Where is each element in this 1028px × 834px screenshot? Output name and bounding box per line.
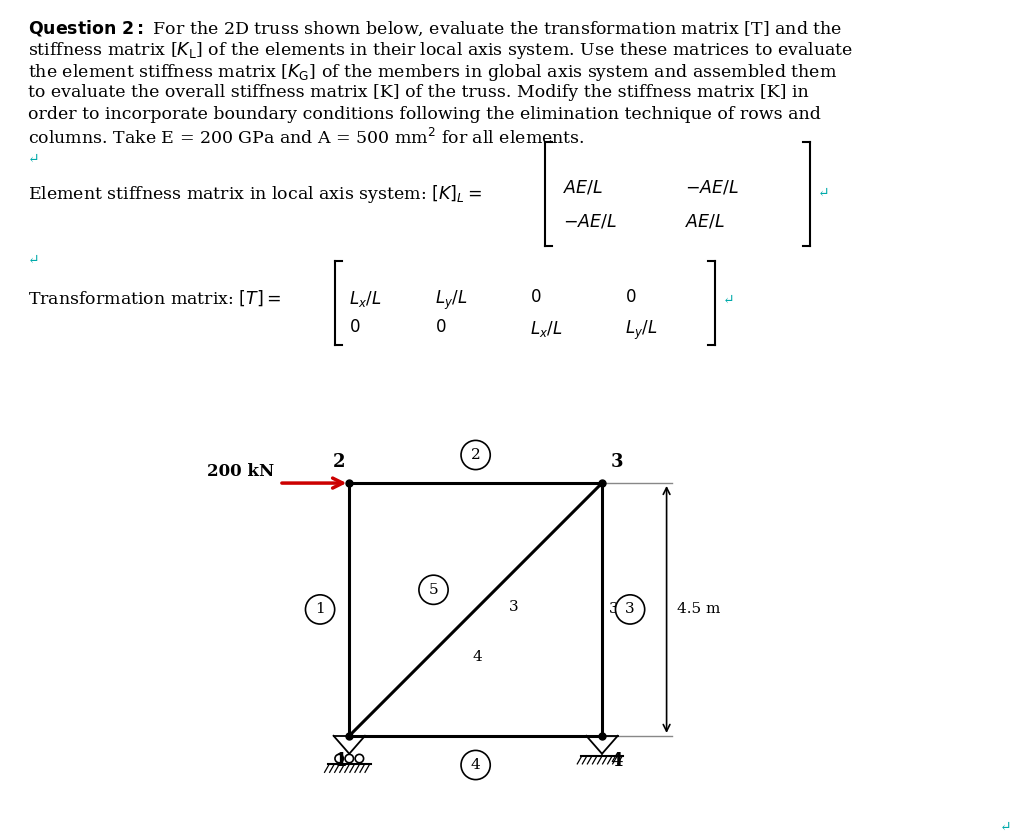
Text: 2: 2 (333, 453, 345, 470)
Text: 3: 3 (509, 600, 519, 614)
Circle shape (355, 754, 364, 763)
Text: $0$: $0$ (348, 319, 361, 335)
Text: ↵: ↵ (723, 293, 735, 307)
Text: 5: 5 (429, 583, 438, 597)
Text: Element stiffness matrix in local axis system: $[K]_L =$: Element stiffness matrix in local axis s… (28, 183, 482, 205)
Text: $AE/L$: $AE/L$ (685, 212, 726, 230)
Text: ↵: ↵ (818, 186, 830, 200)
Text: 1: 1 (316, 602, 325, 616)
Text: ↵: ↵ (1000, 820, 1012, 834)
Text: $\mathbf{Question\ 2:}$ For the 2D truss shown below, evaluate the transformatio: $\mathbf{Question\ 2:}$ For the 2D truss… (28, 18, 842, 38)
Text: ↵: ↵ (28, 253, 40, 267)
Text: 4: 4 (473, 651, 482, 664)
Text: 200 kN: 200 kN (208, 464, 274, 480)
Circle shape (461, 440, 490, 470)
Text: 4: 4 (611, 751, 623, 770)
Circle shape (461, 751, 490, 780)
Circle shape (305, 595, 335, 624)
Text: order to incorporate boundary conditions following the elimination technique of : order to incorporate boundary conditions… (28, 106, 821, 123)
Circle shape (616, 595, 645, 624)
Text: $- AE/L$: $- AE/L$ (685, 178, 739, 196)
Text: $L_y/L$: $L_y/L$ (625, 319, 658, 342)
Text: $L_x/L$: $L_x/L$ (348, 289, 381, 309)
Circle shape (419, 575, 448, 605)
Text: $- AE/L$: $- AE/L$ (563, 212, 617, 230)
Text: 2: 2 (471, 448, 480, 462)
Text: Transformation matrix: $[T]=$: Transformation matrix: $[T]=$ (28, 289, 282, 308)
Text: 3: 3 (611, 453, 623, 470)
Text: $0$: $0$ (530, 289, 542, 305)
Text: 4: 4 (471, 758, 480, 772)
Text: columns. Take E = 200 GPa and A = 500 mm$^2$ for all elements.: columns. Take E = 200 GPa and A = 500 mm… (28, 128, 585, 148)
Text: $L_x/L$: $L_x/L$ (530, 319, 562, 339)
Text: 3: 3 (625, 602, 635, 616)
Text: stiffness matrix [$K_\mathrm{L}$] of the elements in their local axis system. Us: stiffness matrix [$K_\mathrm{L}$] of the… (28, 40, 853, 61)
Text: the element stiffness matrix [$K_\mathrm{G}$] of the members in global axis syst: the element stiffness matrix [$K_\mathrm… (28, 62, 837, 83)
Text: ↵: ↵ (28, 152, 40, 166)
Text: 1: 1 (334, 751, 347, 770)
Text: $0$: $0$ (435, 319, 446, 335)
Text: 4.5 m: 4.5 m (676, 602, 720, 616)
Text: $L_y/L$: $L_y/L$ (435, 289, 468, 312)
Text: 3: 3 (609, 602, 619, 616)
Text: $AE/L$: $AE/L$ (563, 178, 603, 196)
Text: $0$: $0$ (625, 289, 636, 305)
Circle shape (345, 754, 354, 763)
Text: to evaluate the overall stiffness matrix [K] of the truss. Modify the stiffness : to evaluate the overall stiffness matrix… (28, 84, 809, 101)
Circle shape (335, 754, 343, 763)
